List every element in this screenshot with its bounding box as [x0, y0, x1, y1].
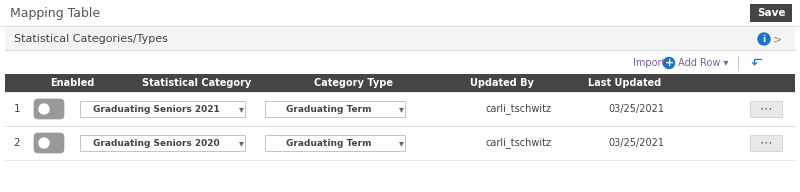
Text: 03/25/2021: 03/25/2021 — [608, 104, 664, 114]
Text: Updated By: Updated By — [470, 78, 534, 88]
Circle shape — [758, 33, 770, 45]
Bar — [750, 4, 792, 22]
Text: >: > — [774, 34, 782, 44]
Circle shape — [39, 104, 49, 114]
Text: ▾: ▾ — [238, 104, 243, 114]
Text: ▾: ▾ — [238, 138, 243, 148]
FancyBboxPatch shape — [34, 99, 64, 119]
Text: carli_tschwitz: carli_tschwitz — [485, 103, 551, 114]
Text: Statistical Category: Statistical Category — [142, 78, 252, 88]
Bar — [265, 135, 405, 151]
Text: Graduating Seniors 2021: Graduating Seniors 2021 — [93, 104, 220, 113]
Bar — [5, 92, 795, 126]
FancyBboxPatch shape — [34, 133, 64, 153]
Text: Graduating Term: Graduating Term — [286, 104, 372, 113]
Text: ⋯: ⋯ — [760, 137, 772, 150]
Text: Graduating Seniors 2020: Graduating Seniors 2020 — [93, 138, 220, 147]
Bar — [5, 74, 795, 92]
Text: Category Type: Category Type — [314, 78, 393, 88]
Bar — [750, 101, 782, 117]
Text: 1: 1 — [14, 104, 20, 114]
Text: Save: Save — [757, 8, 786, 18]
Text: 2: 2 — [14, 138, 20, 148]
Circle shape — [663, 57, 674, 69]
Text: Statistical Categories/Types: Statistical Categories/Types — [14, 34, 168, 44]
Text: ▾: ▾ — [398, 104, 403, 114]
Text: Import: Import — [633, 58, 666, 68]
Text: ↳: ↳ — [745, 57, 759, 69]
Text: Last Updated: Last Updated — [588, 78, 662, 88]
Bar — [5, 126, 795, 160]
Text: Mapping Table: Mapping Table — [10, 7, 100, 20]
Text: i: i — [762, 35, 766, 44]
Bar — [265, 101, 405, 117]
Text: Add Row ▾: Add Row ▾ — [675, 58, 728, 68]
Text: 03/25/2021: 03/25/2021 — [608, 138, 664, 148]
Circle shape — [39, 138, 49, 148]
Text: +: + — [664, 58, 674, 68]
Bar — [80, 101, 245, 117]
Bar — [750, 135, 782, 151]
Text: Graduating Term: Graduating Term — [286, 138, 372, 147]
Bar — [80, 135, 245, 151]
Text: ▾: ▾ — [398, 138, 403, 148]
Text: Enabled: Enabled — [50, 78, 94, 88]
Text: carli_tschwitz: carli_tschwitz — [485, 137, 551, 148]
Bar — [5, 28, 795, 50]
Text: ⋯: ⋯ — [760, 103, 772, 116]
